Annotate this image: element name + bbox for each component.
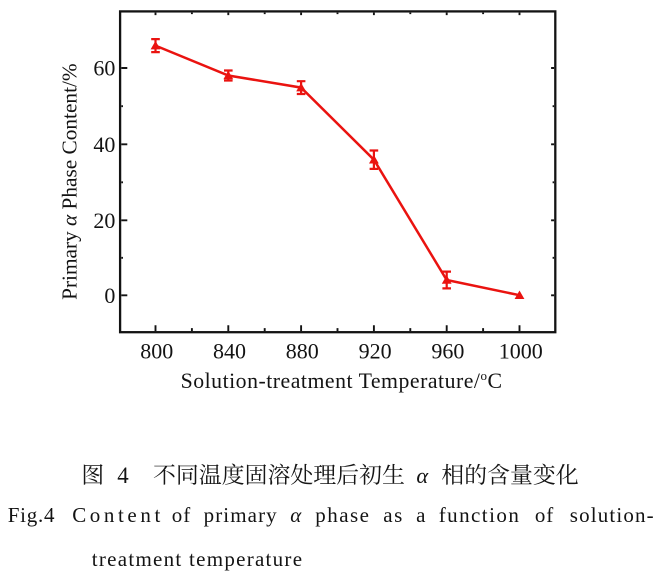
svg-text:1000: 1000 bbox=[499, 339, 543, 364]
svg-text:0: 0 bbox=[104, 283, 115, 308]
svg-text:function: function bbox=[439, 503, 521, 527]
svg-text:960: 960 bbox=[431, 339, 464, 364]
svg-text:Fig.4: Fig.4 bbox=[8, 503, 56, 527]
svg-text:α: α bbox=[290, 503, 302, 527]
svg-text:Primary α Phase Content/%: Primary α Phase Content/% bbox=[57, 63, 81, 300]
svg-text:α: α bbox=[416, 463, 429, 488]
svg-text:840: 840 bbox=[213, 339, 246, 364]
svg-text:40: 40 bbox=[93, 132, 115, 157]
svg-text:Content: Content bbox=[72, 503, 164, 527]
svg-text:as: as bbox=[383, 503, 404, 527]
svg-text:920: 920 bbox=[359, 339, 392, 364]
svg-text:phase: phase bbox=[315, 503, 370, 527]
svg-text:800: 800 bbox=[140, 339, 173, 364]
svg-text:a: a bbox=[416, 503, 426, 527]
svg-text:of: of bbox=[535, 503, 554, 527]
svg-text:60: 60 bbox=[93, 56, 115, 81]
svg-text:of: of bbox=[172, 503, 191, 527]
svg-text:treatment temperature: treatment temperature bbox=[92, 547, 303, 571]
svg-text:Solution-treatment Temperature: Solution-treatment Temperature/oC bbox=[181, 368, 503, 393]
svg-text:20: 20 bbox=[93, 208, 115, 233]
svg-text:primary: primary bbox=[204, 503, 278, 527]
svg-text:solution-: solution- bbox=[570, 503, 655, 527]
svg-text:4: 4 bbox=[117, 463, 129, 488]
svg-text:880: 880 bbox=[286, 339, 319, 364]
